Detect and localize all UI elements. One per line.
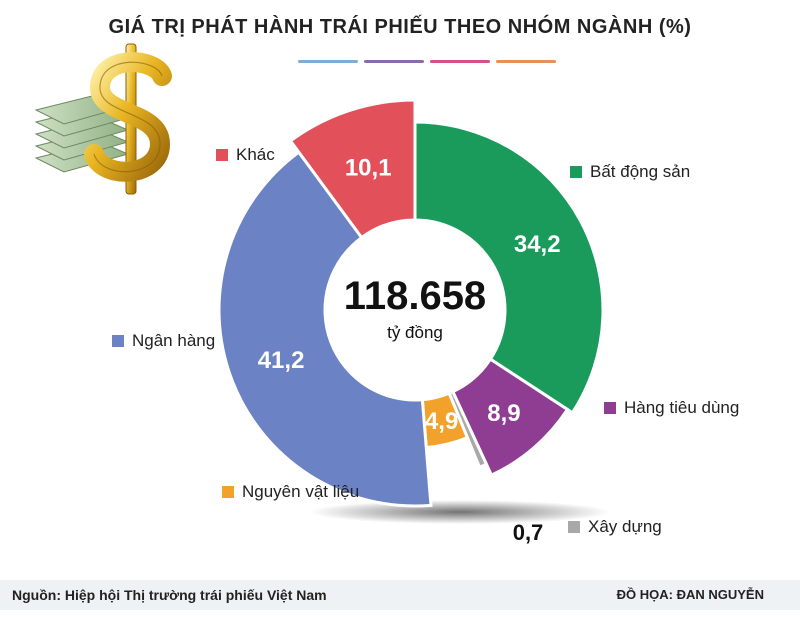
title-underline	[298, 60, 558, 64]
donut-chart: 118.658 tỷ đồng 34,2 8,9 0,7 4,9 41,2 10,1	[217, 98, 610, 545]
dollar-sign	[84, 43, 172, 195]
legend-label: Bất động sản	[590, 162, 691, 181]
legend-label: Hàng tiêu dùng	[624, 398, 740, 417]
legend-swatch	[604, 402, 616, 414]
footer-bar: Nguồn: Hiệp hội Thị trường trái phiếu Vi…	[0, 580, 800, 610]
money-dollar-icon	[34, 43, 172, 195]
center-total-value: 118.658	[344, 274, 486, 318]
graphic-credit: ĐỒ HỌA: ĐAN NGUYỄN	[616, 587, 764, 602]
value-label-ngan-hang: 41,2	[258, 347, 305, 374]
slice-hang-tieu-dung	[450, 357, 570, 478]
legend-item-ngan-hang: Ngân hàng	[112, 331, 215, 351]
slice-ngan-hang	[217, 150, 433, 508]
legend-label: Nguyên vật liệu	[242, 482, 360, 501]
legend-item-nguyen-vat-lieu: Nguyên vật liệu	[222, 482, 359, 502]
title-bar-1	[298, 60, 358, 63]
title-bar-3	[430, 60, 490, 63]
legend-item-hang-tieu-dung: Hàng tiêu dùng	[604, 398, 739, 418]
donut-hole	[335, 230, 495, 390]
center-total-unit: tỷ đồng	[387, 323, 443, 342]
value-label-bat-dong-san: 34,2	[514, 231, 561, 258]
value-label-khac: 10,1	[345, 154, 392, 181]
legend-swatch	[216, 149, 228, 161]
legend-label: Xây dựng	[588, 517, 662, 536]
slice-bat-dong-san	[413, 120, 605, 415]
value-label-hang-tieu-dung: 8,9	[487, 400, 520, 427]
value-label-nguyen-vat-lieu: 4,9	[425, 408, 458, 435]
chart-shadow	[310, 500, 610, 524]
title-bar-4	[496, 60, 556, 63]
legend-label: Ngân hàng	[132, 331, 216, 350]
chart-title: GIÁ TRỊ PHÁT HÀNH TRÁI PHIẾU THEO NHÓM N…	[108, 16, 692, 38]
legend-swatch	[570, 166, 582, 178]
slice-khac	[288, 98, 417, 240]
title-bar-2	[364, 60, 424, 63]
legend-item-xay-dung: Xây dựng	[568, 517, 662, 537]
legend-item-bat-dong-san: Bất động sản	[570, 162, 690, 182]
source-note: Nguồn: Hiệp hội Thị trường trái phiếu Vi…	[12, 587, 327, 603]
legend-item-khac: Khác	[216, 145, 275, 165]
legend-swatch	[222, 486, 234, 498]
legend-label: Khác	[236, 145, 275, 164]
legend-swatch	[568, 521, 580, 533]
legend-swatch	[112, 335, 124, 347]
value-label-xay-dung: 0,7	[513, 520, 544, 545]
